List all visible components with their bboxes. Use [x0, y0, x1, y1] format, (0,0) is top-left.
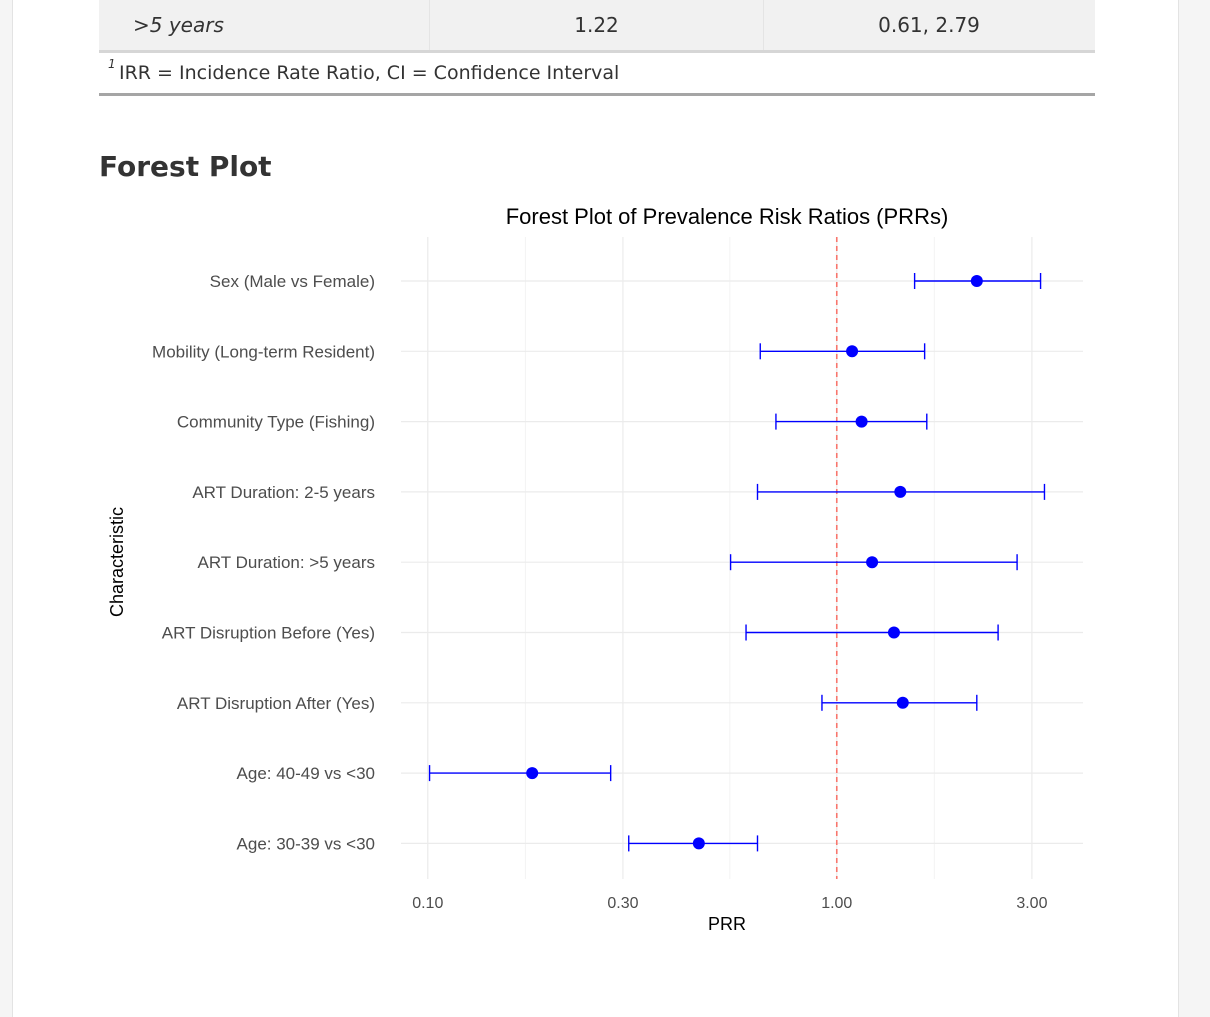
- x-axis-label: PRR: [708, 914, 746, 934]
- x-tick-label: 0.10: [412, 895, 443, 912]
- estimate-point: [970, 275, 983, 287]
- chart-title: Forest Plot of Prevalence Risk Ratios (P…: [506, 204, 949, 229]
- y-tick-label: Age: 30-39 vs <30: [237, 834, 375, 853]
- forest-plot: Forest Plot of Prevalence Risk Ratios (P…: [107, 204, 1083, 934]
- y-tick-label: ART Duration: >5 years: [198, 553, 376, 572]
- estimate-point: [887, 626, 900, 639]
- x-tick-label: 3.00: [1016, 895, 1047, 912]
- estimate-point: [855, 415, 868, 428]
- estimate-point: [866, 556, 879, 569]
- footnote-marker: 1: [108, 57, 116, 71]
- table-cell-ci: 0.61, 2.79: [878, 13, 980, 37]
- plot-rows: Sex (Male vs Female) Mobility (Long-term …: [152, 272, 1046, 853]
- y-tick-label: ART Disruption After (Yes): [177, 694, 375, 713]
- table-row: >5 years 1.22 0.61, 2.79: [99, 0, 1095, 53]
- estimate-point: [526, 767, 539, 780]
- table-footnote: 1 IRR = Incidence Rate Ratio, CI = Confi…: [99, 53, 1095, 96]
- estimate-point: [846, 345, 859, 358]
- y-axis-label: Characteristic: [107, 507, 127, 617]
- estimate-point: [896, 696, 909, 709]
- y-tick-label: ART Disruption Before (Yes): [162, 624, 375, 643]
- estimate-point: [894, 485, 907, 498]
- y-tick-label: Sex (Male vs Female): [210, 272, 375, 291]
- estimate-point: [692, 837, 705, 850]
- y-tick-label: Mobility (Long-term Resident): [152, 342, 375, 361]
- footnote-text: IRR = Incidence Rate Ratio, CI = Confide…: [119, 62, 620, 84]
- section-title: Forest Plot: [99, 150, 272, 183]
- y-tick-label: Age: 40-49 vs <30: [237, 764, 375, 783]
- y-tick-label: ART Duration: 2-5 years: [192, 483, 375, 502]
- x-axis-ticks: 0.10 0.30 1.00 3.00: [412, 895, 1047, 912]
- x-tick-label: 1.00: [821, 895, 852, 912]
- table-cell-irr: 1.22: [430, 0, 764, 50]
- report-page: >5 years 1.22 0.61, 2.79 1 IRR = Inciden…: [12, 0, 1179, 1017]
- table-cell-label: >5 years: [99, 0, 430, 50]
- y-tick-label: Community Type (Fishing): [177, 413, 375, 432]
- gridlines: [401, 237, 1083, 879]
- x-tick-label: 0.30: [607, 895, 638, 912]
